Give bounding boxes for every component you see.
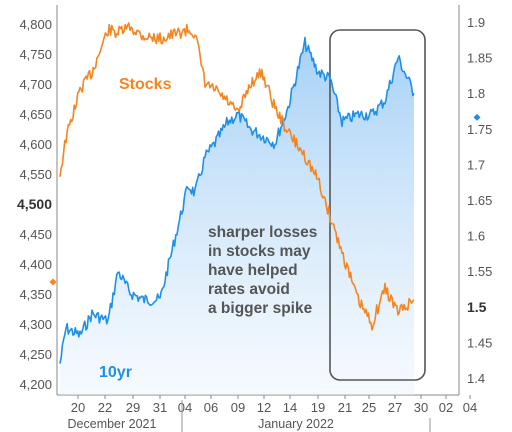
month-label-january: January 2022 — [258, 417, 334, 431]
y-left-tick-label: 4,250 — [19, 347, 52, 362]
y-right-tick-label: 1.75 — [467, 122, 492, 137]
y-left-tick-label: 4,700 — [19, 77, 52, 92]
x-tick-label: 29 — [126, 400, 140, 415]
y-left-tick-label: 4,400 — [19, 257, 52, 272]
y-right-tick-label: 1.6 — [467, 229, 485, 244]
y-right-tick-label: 1.65 — [467, 193, 492, 208]
y-right-tick-label: 1.9 — [467, 15, 485, 30]
x-tick-label: 19 — [311, 400, 325, 415]
stocks-series-label: Stocks — [119, 76, 172, 93]
y-right-tick-label: 1.5 — [467, 299, 487, 315]
x-tick-label: 02 — [439, 400, 453, 415]
y-left-tick-label: 4,600 — [19, 137, 52, 152]
y-right-tick-label: 1.4 — [467, 371, 485, 386]
y-right-tick-label: 1.45 — [467, 335, 492, 350]
month-label-december: December 2021 — [68, 417, 157, 431]
y-left-tick-label: 4,650 — [19, 107, 52, 122]
y-left-tick-label: 4,750 — [19, 47, 52, 62]
stocks-end-marker — [49, 278, 57, 286]
y-right-tick-label: 1.85 — [467, 51, 492, 66]
x-tick-label: 27 — [388, 400, 402, 415]
annotation-line: sharper losses — [208, 224, 317, 241]
plot-area: 4,200 4,250 4,300 4,350 4,400 4,450 4,500 4,550… — [17, 5, 492, 432]
annotation-line: a bigger spike — [208, 300, 313, 317]
y-right-tick-label: 1.7 — [467, 157, 485, 172]
y-right-tick-label: 1.55 — [467, 264, 492, 279]
tenyr-line — [59, 36, 415, 364]
x-tick-label: 12 — [257, 400, 271, 415]
x-tick-label: 21 — [338, 400, 352, 415]
highlight-box — [329, 29, 426, 381]
x-tick-label: 04 — [463, 400, 477, 415]
x-tick-label: 25 — [362, 400, 376, 415]
stocks-line — [59, 22, 415, 331]
tenyr-area — [60, 37, 414, 395]
x-tick-label: 30 — [414, 400, 428, 415]
annotation-line: rates avoid — [208, 281, 290, 298]
y-left-tick-label: 4,800 — [19, 17, 52, 32]
x-tick-label: 22 — [98, 400, 112, 415]
annotation-line: in stocks may — [208, 243, 311, 260]
y-left-tick-label: 4,350 — [19, 287, 52, 302]
y-left-tick-label: 4,450 — [19, 227, 52, 242]
tenyr-end-marker — [473, 113, 481, 121]
tenyr-series-label: 10yr — [99, 364, 132, 381]
x-tick-label: 09 — [231, 400, 245, 415]
y-right-tick-label: 1.8 — [467, 86, 485, 101]
x-tick-label: 31 — [153, 400, 167, 415]
x-tick-label: 20 — [71, 400, 85, 415]
annotation-line: have helped — [208, 262, 298, 279]
y-left-tick-label: 4,550 — [19, 167, 52, 182]
y-left-tick-label: 4,200 — [19, 377, 52, 392]
y-left-tick-label: 4,300 — [19, 317, 52, 332]
x-tick-label: 06 — [204, 400, 218, 415]
y-left-tick-label: 4,500 — [17, 196, 52, 212]
x-tick-label: 14 — [283, 400, 297, 415]
x-tick-label: 04 — [178, 400, 192, 415]
